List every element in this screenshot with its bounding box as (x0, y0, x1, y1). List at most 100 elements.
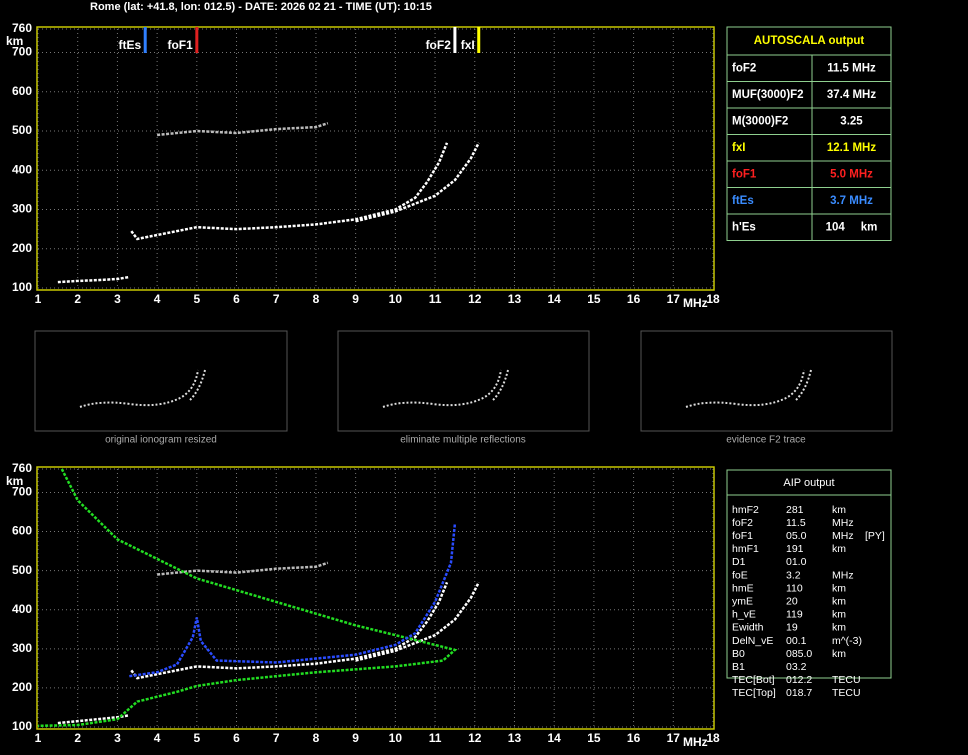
table-frame (726, 26, 892, 241)
row-value: 37.4 MHz (827, 89, 876, 101)
aip-cell: 3.2 (786, 569, 801, 581)
x-tick-label: 13 (508, 731, 522, 745)
trace (129, 523, 457, 678)
x-tick-label: 13 (508, 292, 522, 306)
thumbnail-caption: evidence F2 trace (726, 435, 806, 446)
row-value: 3.7 MHz (830, 195, 873, 207)
y-tick-label: 300 (12, 202, 32, 216)
row-label: foF2 (732, 62, 756, 74)
x-tick-label: 9 (352, 292, 359, 306)
trace (130, 142, 449, 241)
table-frame (726, 469, 892, 679)
x-tick-label: 10 (389, 731, 403, 745)
thumbnail-caption: eliminate multiple reflections (400, 435, 526, 446)
x-tick-label: 18 (706, 731, 720, 745)
thumbnail-boxes (34, 330, 893, 432)
row-label: fxI (732, 142, 745, 154)
y-tick-label: 600 (12, 524, 32, 538)
thumbnail-frame (640, 330, 893, 432)
aip-cell: TEC[Bot] (732, 674, 775, 686)
x-tick-label: 6 (233, 731, 240, 745)
x-tick-label: 18 (706, 292, 720, 306)
aip-cell: km (832, 609, 846, 621)
aip-cell: Ewidth (732, 622, 764, 634)
aip-cell: TECU (832, 674, 861, 686)
row-label: foF1 (732, 168, 757, 180)
x-tick-label: 2 (74, 292, 81, 306)
row-value: 5.0 MHz (830, 168, 873, 180)
row-value: 3.25 (840, 115, 863, 127)
x-tick-label: 7 (273, 731, 280, 745)
thumbnail-caption: original ionogram resized (105, 435, 217, 446)
trace (355, 581, 480, 662)
y-tick-label: 400 (12, 602, 32, 616)
x-tick-label: 1 (35, 292, 42, 306)
aip-cell: km (832, 504, 846, 516)
trace (156, 121, 329, 137)
y-tick-label: 600 (12, 84, 32, 98)
marker-label: foF2 (426, 38, 452, 52)
aip-cell: km (832, 582, 846, 594)
x-tick-label: 5 (193, 731, 200, 745)
aip-cell: hmF2 (732, 504, 759, 516)
x-tick-label: 6 (233, 292, 240, 306)
table-title: AUTOSCALA output (754, 35, 865, 47)
x-tick-label: 14 (547, 731, 561, 745)
y-tick-label: 700 (12, 45, 32, 59)
aip-cell: 012.2 (786, 674, 812, 686)
y-tick-label: 200 (12, 241, 32, 255)
row-value: 12.1 MHz (827, 142, 876, 154)
aip-cell: 19 (786, 622, 798, 634)
y-tick-label: 100 (12, 719, 32, 733)
x-tick-label: 10 (389, 292, 403, 306)
thumbnail-frame (337, 330, 590, 432)
y-tick-label: 500 (12, 563, 32, 577)
x-tick-label: 8 (313, 731, 320, 745)
aip-cell: hmF1 (732, 543, 759, 555)
x-tick-label: 16 (627, 731, 641, 745)
aip-cell: B0 (732, 648, 745, 660)
aip-cell: ymE (732, 595, 753, 607)
x-tick-label: 11 (429, 292, 442, 306)
header-title: Rome (lat: +41.8, lon: 012.5) - DATE: 20… (90, 1, 432, 13)
aip-cell: h_vE (732, 609, 756, 621)
x-tick-label: 5 (193, 292, 200, 306)
x-tick-label: 4 (154, 731, 161, 745)
x-tick-label: 12 (468, 731, 482, 745)
trace (130, 581, 449, 680)
aip-cell: DelN_vE (732, 635, 773, 647)
y-tick-label: 100 (12, 280, 32, 294)
y-tick-label: 400 (12, 162, 32, 176)
x-tick-label: 2 (74, 731, 81, 745)
aip-cell: 03.2 (786, 661, 807, 673)
aip-cell: MHz (832, 530, 854, 542)
x-tick-label: 14 (547, 292, 561, 306)
aip-cell: MHz (832, 517, 854, 529)
x-tick-label: 17 (667, 731, 681, 745)
x-tick-label: 11 (429, 731, 442, 745)
row-value: 11.5 MHz (827, 62, 876, 74)
aip-cell: [PY] (865, 530, 885, 542)
thumbnail-trace (79, 369, 206, 408)
aip-cell: B1 (732, 661, 745, 673)
y-tick-label: 500 (12, 123, 32, 137)
marker-label: ftEs (119, 38, 142, 52)
aip-cell: 20 (786, 595, 798, 607)
y-tick-label: 700 (12, 485, 32, 499)
plot-frame (36, 466, 715, 730)
y-axis-label: km (6, 34, 23, 48)
y-axis-label: km (6, 474, 23, 488)
y-tick-label: 300 (12, 641, 32, 655)
aip-cell: 018.7 (786, 687, 812, 699)
y-tick-label: 760 (12, 21, 32, 35)
row-label: MUF(3000)F2 (732, 89, 804, 101)
marker-label: foF1 (167, 38, 193, 52)
aip-cell: 11.5 (786, 517, 806, 529)
y-tick-label: 760 (12, 461, 32, 475)
row-label: M(3000)F2 (732, 115, 788, 127)
x-tick-label: 15 (587, 731, 601, 745)
aip-cell: foF1 (732, 530, 753, 542)
x-tick-label: 12 (468, 292, 482, 306)
